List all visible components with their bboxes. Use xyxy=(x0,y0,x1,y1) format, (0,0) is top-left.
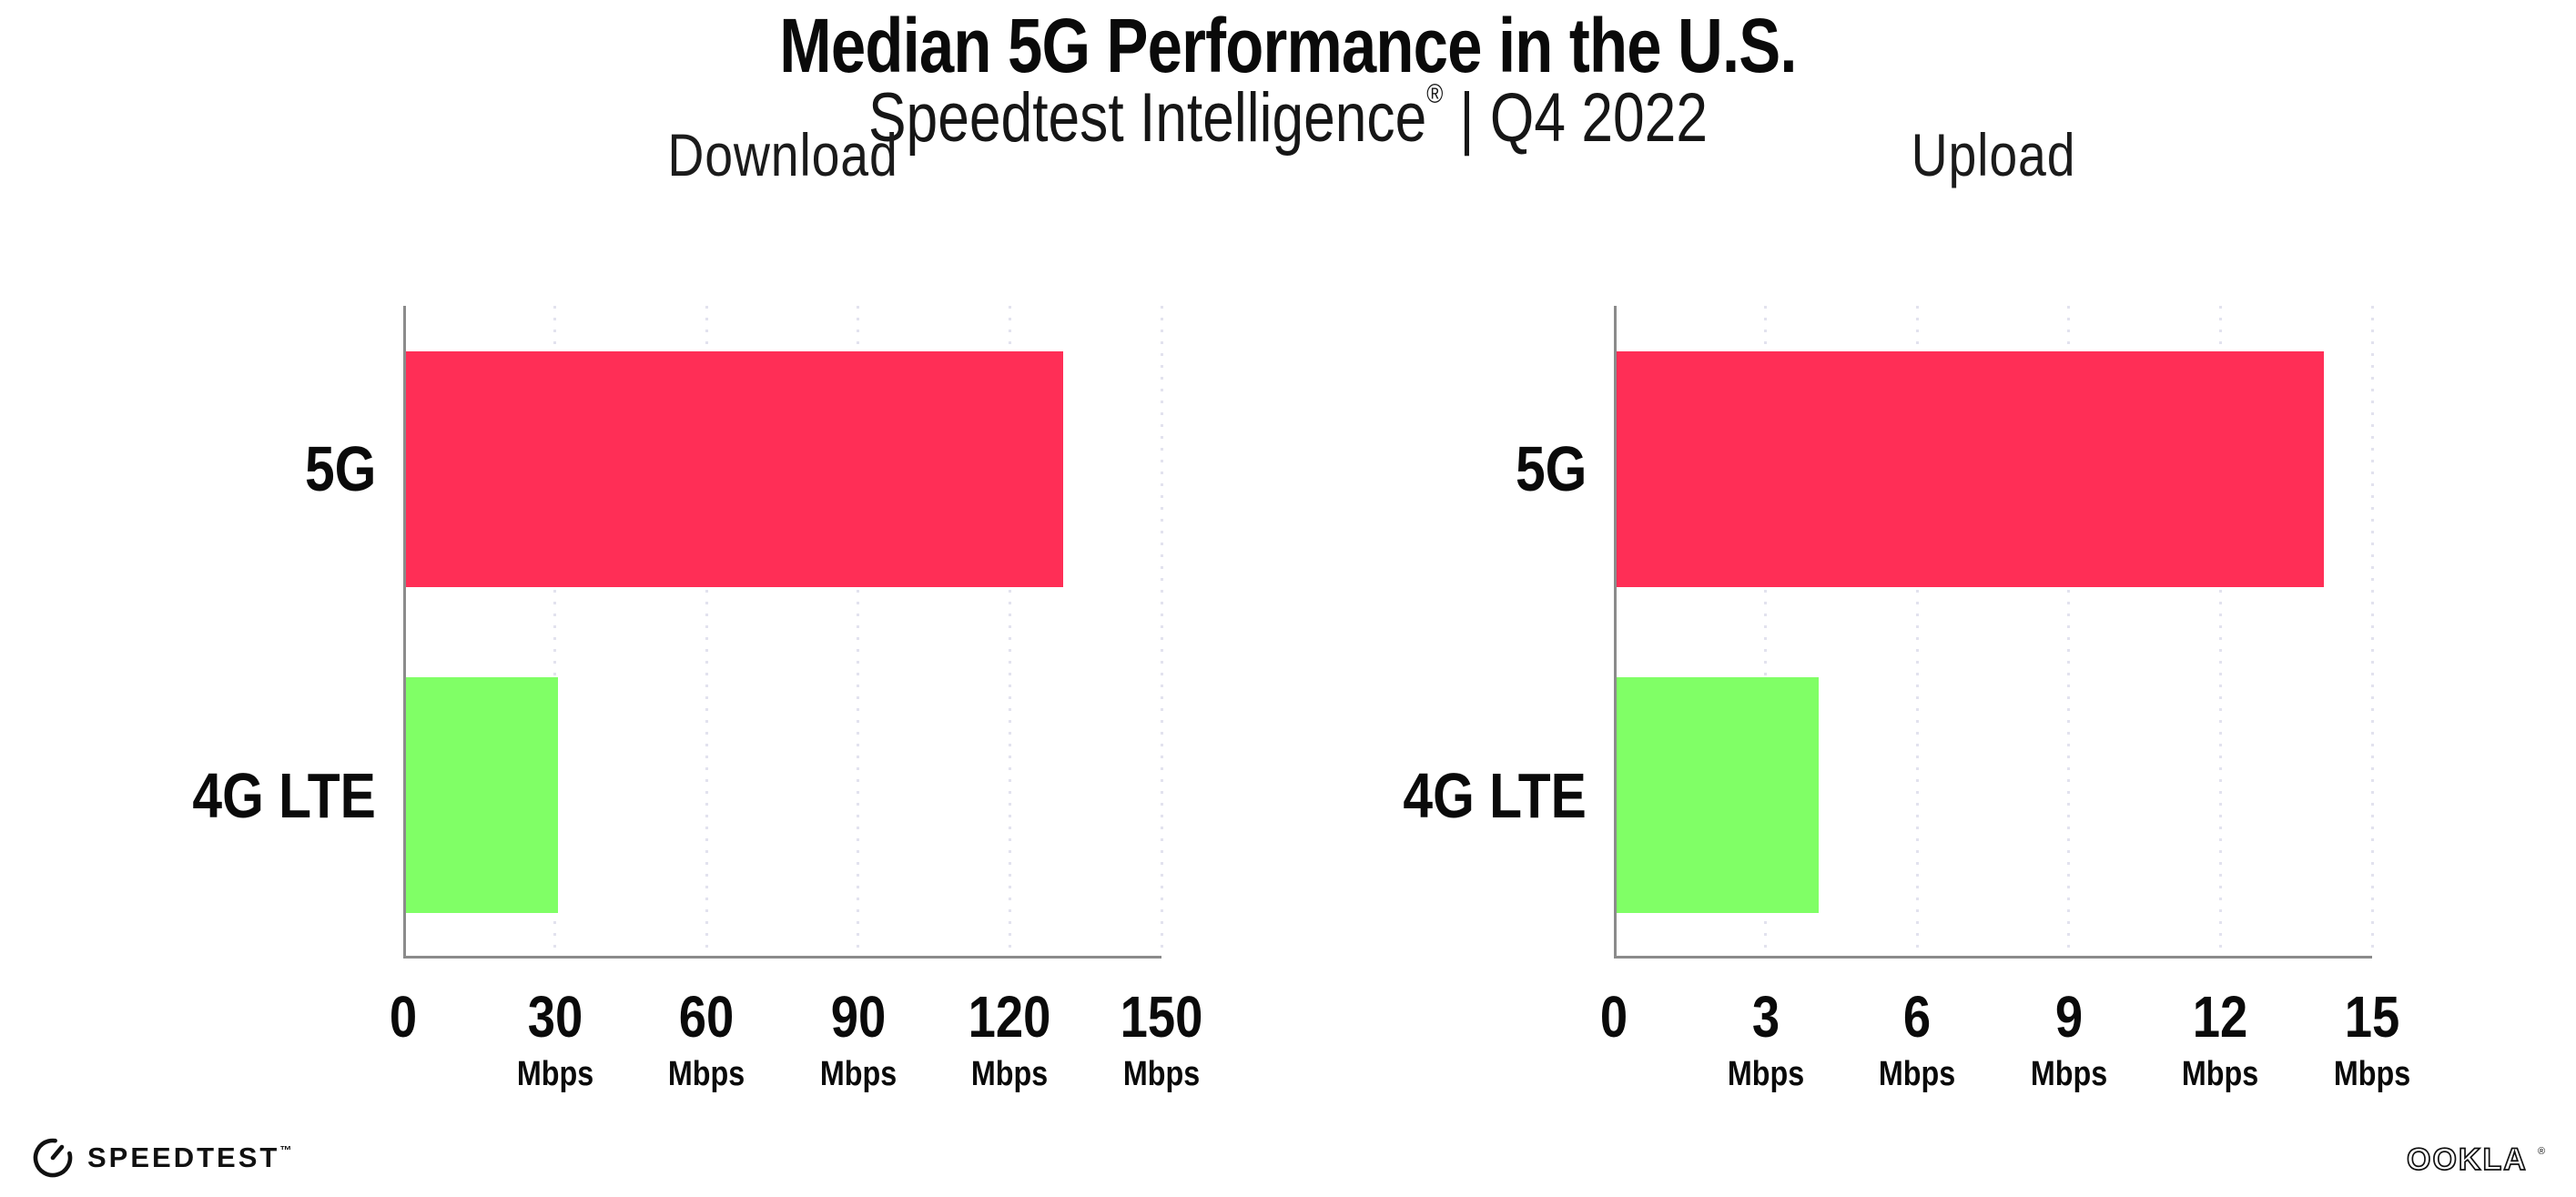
subtitle-period: | Q4 2022 xyxy=(1459,79,1709,157)
gridline-download-90 xyxy=(857,306,860,956)
x-tick-value: 12 xyxy=(2193,984,2248,1050)
x-tick-value: 0 xyxy=(389,984,418,1050)
x-tick-unit: Mbps xyxy=(668,1055,745,1093)
category-label-download-5g: 5G xyxy=(304,433,376,505)
gridline-download-60 xyxy=(705,306,708,956)
chart-title-download: Download xyxy=(666,121,898,188)
upload-plot-area xyxy=(1614,306,2374,959)
x-tick-unit: Mbps xyxy=(1122,1055,1201,1093)
x-tick-download-90: 90 Mbps xyxy=(820,988,897,1094)
gridline-download-30 xyxy=(553,306,557,956)
x-tick-value: 9 xyxy=(2054,984,2083,1050)
ookla-logo: OOKLA ® xyxy=(2405,1140,2551,1184)
x-tick-unit: Mbps xyxy=(819,1055,897,1093)
subtitle-brand: Speedtest Intelligence xyxy=(867,79,1427,157)
x-tick-unit: Mbps xyxy=(2030,1055,2107,1093)
x-tick-value: 120 xyxy=(969,984,1051,1050)
ookla-logo-text: OOKLA xyxy=(2407,1142,2528,1177)
bar-download-5g xyxy=(406,350,1063,587)
x-tick-value: 60 xyxy=(678,984,735,1050)
gridline-upload-15 xyxy=(2370,306,2374,956)
bar-download-4g-lte xyxy=(406,677,558,914)
x-tick-value: 3 xyxy=(1751,984,1780,1050)
gridline-upload-9 xyxy=(2067,306,2071,956)
x-tick-unit: Mbps xyxy=(2182,1055,2259,1093)
x-tick-upload-15: 15 Mbps xyxy=(2334,988,2410,1094)
x-tick-unit: Mbps xyxy=(971,1055,1049,1093)
x-tick-value: 0 xyxy=(1599,984,1628,1050)
download-plot-area xyxy=(403,306,1163,959)
x-tick-unit: Mbps xyxy=(1727,1055,1804,1093)
bar-upload-5g xyxy=(1617,350,2325,587)
page-subtitle: Speedtest Intelligence® | Q4 2022 xyxy=(868,78,1708,157)
gridline-upload-3 xyxy=(1764,306,1768,956)
x-tick-value: 6 xyxy=(1903,984,1932,1050)
gridline-download-120 xyxy=(1008,306,1011,956)
gridline-upload-12 xyxy=(2218,306,2222,956)
category-label-upload-4g-lte: 4G LTE xyxy=(1403,759,1587,831)
registered-mark: ® xyxy=(1426,79,1444,109)
page-title: Median 5G Performance in the U.S. xyxy=(779,3,1797,88)
x-tick-value: 90 xyxy=(830,984,887,1050)
x-tick-download-30: 30 Mbps xyxy=(516,988,593,1094)
x-tick-download-150: 150 Mbps xyxy=(1121,988,1203,1094)
x-tick-download-0: 0 xyxy=(390,988,417,1046)
x-tick-value: 30 xyxy=(527,984,583,1050)
chart-title-upload: Upload xyxy=(1911,121,2075,188)
x-tick-upload-0: 0 xyxy=(1600,988,1628,1046)
category-label-upload-5g: 5G xyxy=(1515,433,1587,505)
ookla-registered-mark: ® xyxy=(2538,1146,2545,1157)
trademark-mark: ™ xyxy=(279,1143,292,1157)
category-label-download-4g-lte: 4G LTE xyxy=(192,759,376,831)
speedometer-gauge-icon xyxy=(33,1138,73,1178)
x-tick-unit: Mbps xyxy=(2333,1055,2411,1093)
x-tick-upload-12: 12 Mbps xyxy=(2182,988,2258,1094)
speedtest-logo: SPEEDTEST™ xyxy=(31,1136,291,1180)
x-tick-unit: Mbps xyxy=(516,1055,593,1093)
x-tick-unit: Mbps xyxy=(1879,1055,1956,1093)
x-tick-upload-9: 9 Mbps xyxy=(2031,988,2107,1094)
x-tick-value: 150 xyxy=(1120,984,1203,1050)
speedtest-logo-text: SPEEDTEST™ xyxy=(87,1141,292,1173)
gridline-upload-6 xyxy=(1915,306,1919,956)
x-tick-upload-6: 6 Mbps xyxy=(1879,988,1955,1094)
x-tick-download-120: 120 Mbps xyxy=(969,988,1051,1094)
ookla-logo-graphic: OOKLA ® xyxy=(2406,1141,2545,1178)
gridline-download-150 xyxy=(1160,306,1163,956)
bar-upload-4g-lte xyxy=(1617,677,1820,914)
x-tick-upload-3: 3 Mbps xyxy=(1727,988,1803,1094)
x-tick-download-60: 60 Mbps xyxy=(668,988,745,1094)
x-tick-value: 15 xyxy=(2344,984,2400,1050)
